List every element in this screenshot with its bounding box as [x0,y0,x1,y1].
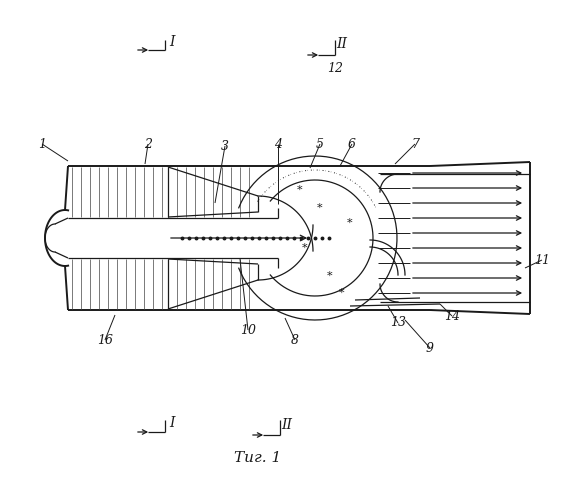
Text: *: * [302,243,308,253]
Text: 13: 13 [390,316,406,330]
Text: *: * [347,218,353,228]
Text: *: * [297,185,303,195]
Text: I: I [169,35,175,49]
Text: II: II [336,37,347,51]
Text: 12: 12 [327,62,343,74]
Text: *: * [317,203,323,213]
Text: 5: 5 [316,138,324,150]
Text: 6: 6 [348,138,356,150]
Text: Τиг. 1: Τиг. 1 [234,451,282,465]
Text: 2: 2 [144,138,152,150]
Text: *: * [339,288,345,298]
Text: 4: 4 [274,138,282,150]
Text: 1: 1 [38,138,46,150]
Text: *: * [327,271,333,281]
Text: 14: 14 [444,310,460,322]
Text: 3: 3 [221,140,229,152]
Text: 10: 10 [240,324,256,336]
Text: 9: 9 [426,342,434,354]
Text: 16: 16 [97,334,113,346]
Text: I: I [169,416,175,430]
Text: II: II [282,418,293,432]
Text: 11: 11 [534,254,550,266]
Text: 7: 7 [411,138,419,150]
Text: 8: 8 [291,334,299,346]
